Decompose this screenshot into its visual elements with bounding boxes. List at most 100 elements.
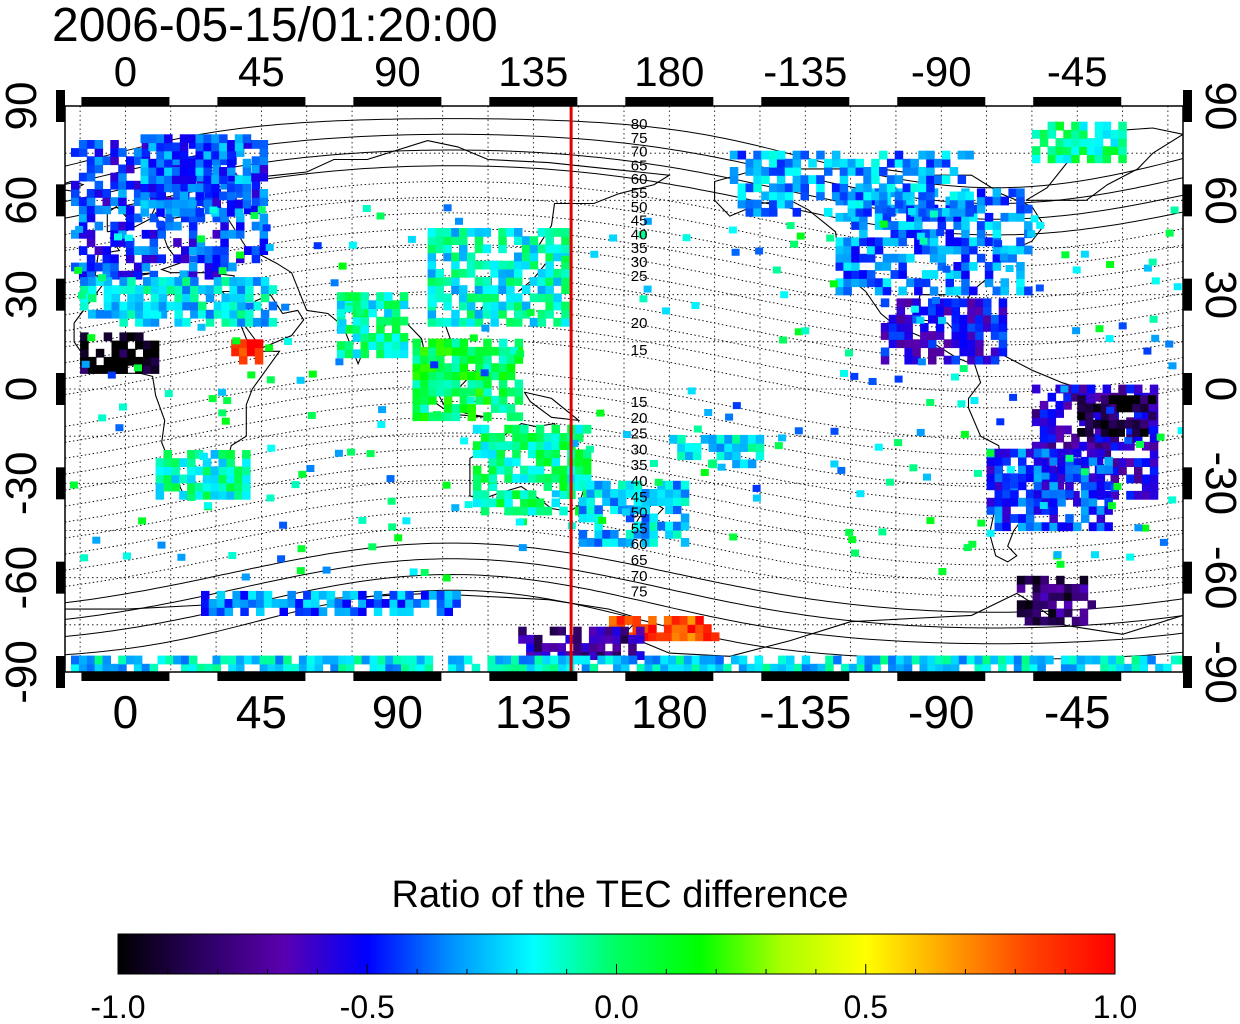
tec-pixel xyxy=(242,450,251,459)
tec-pixel xyxy=(220,655,229,665)
tec-pixel xyxy=(934,175,943,184)
tec-pixel xyxy=(679,616,689,625)
tec-pixel xyxy=(164,183,173,193)
tec-pixel xyxy=(1096,514,1106,523)
tec-pixel xyxy=(769,199,778,209)
tec-pixel xyxy=(218,388,226,396)
tec-pixel xyxy=(680,513,690,523)
tec-pixel xyxy=(402,517,411,525)
tec-pixel xyxy=(451,309,460,319)
tec-pixel xyxy=(1102,129,1112,139)
tec-pixel xyxy=(459,317,468,327)
tec-pixel xyxy=(156,158,165,168)
tec-pixel xyxy=(1039,138,1049,147)
tec-pixel xyxy=(308,370,317,378)
tec-pixel xyxy=(520,506,529,516)
tec-pixel xyxy=(203,134,212,144)
tec-pixel xyxy=(1049,497,1058,507)
tec-pixel xyxy=(212,164,221,174)
tec-pixel xyxy=(427,244,437,254)
tec-pixel xyxy=(1077,411,1086,421)
tec-pixel xyxy=(521,252,531,262)
tec-pixel xyxy=(990,655,999,665)
tec-pixel xyxy=(173,655,182,665)
tec-pixel xyxy=(213,277,223,286)
tec-pixel xyxy=(373,599,383,608)
tec-pixel xyxy=(921,212,931,222)
tec-pixel xyxy=(968,540,977,548)
tec-pixel xyxy=(801,327,810,335)
tec-pixel xyxy=(239,355,248,365)
tec-pixel xyxy=(774,442,783,450)
tec-pixel xyxy=(275,655,284,665)
tec-pixel xyxy=(1041,472,1050,480)
tec-pixel xyxy=(194,490,204,500)
tec-pixel xyxy=(466,309,476,319)
tec-pixel xyxy=(1002,506,1011,515)
tec-pixel xyxy=(575,465,584,475)
tec-pixel xyxy=(700,469,709,476)
tec-pixel xyxy=(657,489,666,498)
tec-pixel xyxy=(514,317,523,327)
right-frame-tick xyxy=(1183,373,1192,405)
tec-pixel xyxy=(443,277,452,286)
tec-pixel xyxy=(347,448,356,456)
tec-pixel xyxy=(80,554,89,562)
tec-pixel xyxy=(1104,506,1113,515)
tec-pixel xyxy=(368,300,377,310)
tec-pixel xyxy=(482,285,492,294)
contour-line xyxy=(65,212,1183,283)
tec-pixel xyxy=(266,376,275,384)
tec-pixel xyxy=(1151,277,1160,285)
tec-pixel xyxy=(220,229,229,239)
tec-pixel xyxy=(616,616,626,625)
tec-pixel xyxy=(466,260,476,270)
tec-pixel xyxy=(163,482,172,492)
tec-pixel xyxy=(994,522,1003,532)
tec-pixel xyxy=(967,355,976,365)
tec-pixel xyxy=(1156,433,1165,441)
tec-pixel xyxy=(575,473,584,483)
tec-pixel xyxy=(148,167,157,176)
tec-pixel xyxy=(1029,655,1038,665)
tec-pixel xyxy=(1077,395,1086,405)
tec-pixel xyxy=(1055,400,1064,410)
tec-pixel xyxy=(551,424,560,434)
tec-pixel xyxy=(628,634,637,644)
tec-pixel xyxy=(187,207,197,217)
tec-pixel xyxy=(957,175,967,184)
tec-pixel xyxy=(521,260,531,270)
tec-pixel xyxy=(1073,497,1082,507)
tec-pixel xyxy=(397,590,406,600)
tec-pixel xyxy=(252,301,262,311)
tec-pixel xyxy=(994,473,1003,483)
tec-pixel xyxy=(776,183,786,193)
tec-pixel xyxy=(831,183,841,193)
tec-pixel xyxy=(488,441,498,450)
tec-pixel xyxy=(976,196,986,206)
tec-pixel xyxy=(784,167,794,176)
tec-pixel xyxy=(218,466,227,476)
tec-pixel xyxy=(912,355,921,365)
tec-pixel xyxy=(613,655,622,665)
tec-pixel xyxy=(203,142,212,152)
tec-pixel xyxy=(80,365,89,374)
tec-pixel xyxy=(156,150,165,160)
tec-pixel xyxy=(910,305,919,313)
tec-pixel xyxy=(527,441,537,450)
tec-pixel xyxy=(1177,427,1183,435)
tec-pixel xyxy=(557,626,566,636)
tec-pixel xyxy=(888,663,897,672)
tec-pixel xyxy=(498,346,508,356)
tec-pixel xyxy=(851,262,860,271)
tec-pixel xyxy=(535,506,545,516)
tec-pixel xyxy=(621,655,630,665)
tec-pixel xyxy=(141,246,151,255)
tec-pixel xyxy=(236,229,245,239)
tec-pixel xyxy=(612,634,621,644)
tec-pixel xyxy=(1048,616,1057,626)
tec-pixel xyxy=(337,325,346,333)
tec-pixel xyxy=(1016,584,1026,593)
tec-pixel xyxy=(855,167,864,176)
tec-pixel xyxy=(618,480,627,490)
